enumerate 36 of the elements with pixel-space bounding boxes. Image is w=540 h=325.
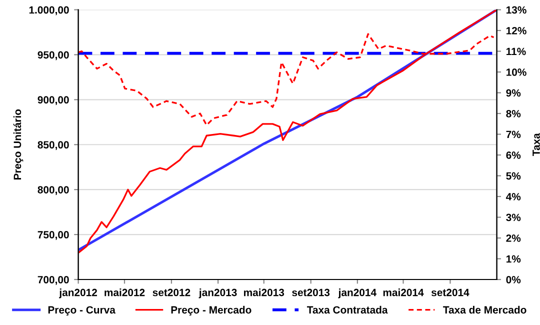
y-tick-label: 800,00 [38, 186, 69, 195]
y-tick-label: 700,00 [38, 276, 69, 285]
y-axis-title: Preço Unitário [13, 109, 24, 180]
y-tick-label: 950,00 [38, 51, 69, 60]
legend-label: Taxa de Mercado [443, 306, 526, 314]
y2-tick-label: 8% [506, 110, 521, 118]
y2-tick-label: 11% [506, 48, 526, 56]
y2-tick-label: 5% [506, 172, 521, 180]
x-tick-label: set2013 [292, 288, 330, 296]
y2-tick-label: 4% [506, 193, 521, 200]
y2-tick-label: 0% [506, 276, 521, 284]
x-tick-label: jan2014 [338, 288, 376, 298]
x-tick-label: mai2012 [104, 288, 145, 296]
y2-tick-label: 7% [506, 130, 521, 138]
y2-axis-title: Taxa [532, 133, 540, 156]
y-tick-label: 750,00 [38, 231, 69, 240]
x-tick-label: set2014 [431, 288, 470, 296]
y-tick-label: 850,00 [38, 141, 69, 150]
y2-tick-label: 2% [506, 234, 521, 242]
x-tick-label: set2012 [152, 288, 190, 296]
y2-tick-label: 9% [506, 89, 521, 97]
y2-tick-label: 10% [506, 68, 526, 76]
y2-tick-label: 6% [506, 152, 521, 159]
legend-label: Preço - Curva [48, 306, 116, 316]
y-tick-label: 900,00 [38, 96, 69, 106]
y2-tick-label: 3% [506, 214, 521, 222]
legend-label: Taxa Contratada [307, 306, 388, 314]
y2-tick-label: 12% [506, 27, 526, 34]
x-tick-label: jan2012 [59, 288, 97, 298]
legend-label: Preço - Mercado [171, 306, 252, 316]
y-tick-label: 1.000,00 [29, 6, 69, 16]
y2-tick-label: 13% [506, 6, 526, 14]
x-tick-label: mai2014 [383, 288, 424, 296]
x-tick-label: mai2013 [244, 288, 284, 296]
y2-tick-label: 1% [506, 255, 521, 263]
x-tick-label: jan2013 [198, 288, 237, 298]
